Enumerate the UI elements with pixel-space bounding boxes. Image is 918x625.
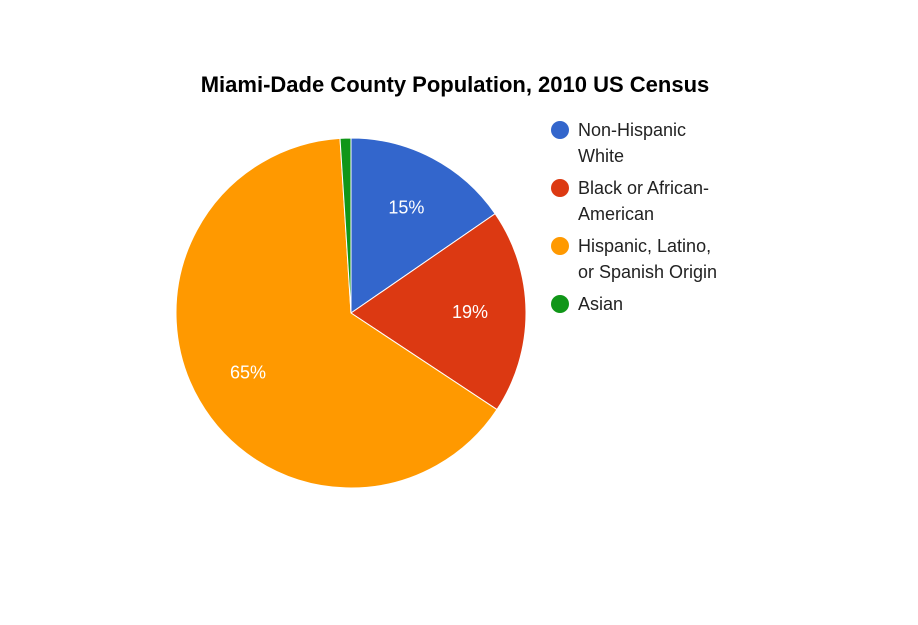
legend: Non-Hispanic White Black or African- Americ… [551,120,717,314]
legend-item-asian[interactable]: Asian [551,294,623,314]
pie-slice-black-or-african-american[interactable] [350,213,527,411]
legend-label: Hispanic, Latino, [578,236,711,256]
slice-label-hispanic-latino-or-spanish-origin: 65% [230,363,266,383]
legend-label: or Spanish Origin [578,262,717,282]
legend-label: Black or African- [578,178,709,198]
legend-marker-icon [551,121,569,139]
slice-label-black-or-african-american: 19% [452,302,488,322]
legend-marker-icon [551,179,569,197]
pie-slice-hispanic-latino-or-spanish-origin[interactable] [175,137,498,489]
legend-label: American [578,204,654,224]
pie-slice-labels: 15% 19% 65% [230,198,488,383]
legend-label: Asian [578,294,623,314]
pie-slice-asian[interactable] [339,137,352,314]
legend-item-black-or-african-american[interactable]: Black or African- American [551,178,709,224]
legend-marker-icon [551,237,569,255]
slice-label-non-hispanic-white: 15% [388,198,424,218]
legend-marker-icon [551,295,569,313]
pie-slice-non-hispanic-white[interactable] [350,137,496,314]
legend-label: Non-Hispanic [578,120,686,140]
pie-slices [175,137,527,489]
legend-item-non-hispanic-white[interactable]: Non-Hispanic White [551,120,686,166]
legend-item-hispanic-latino-or-spanish-origin[interactable]: Hispanic, Latino, or Spanish Origin [551,236,717,282]
chart-title: Miami-Dade County Population, 2010 US Ce… [201,72,710,97]
legend-label: White [578,146,624,166]
